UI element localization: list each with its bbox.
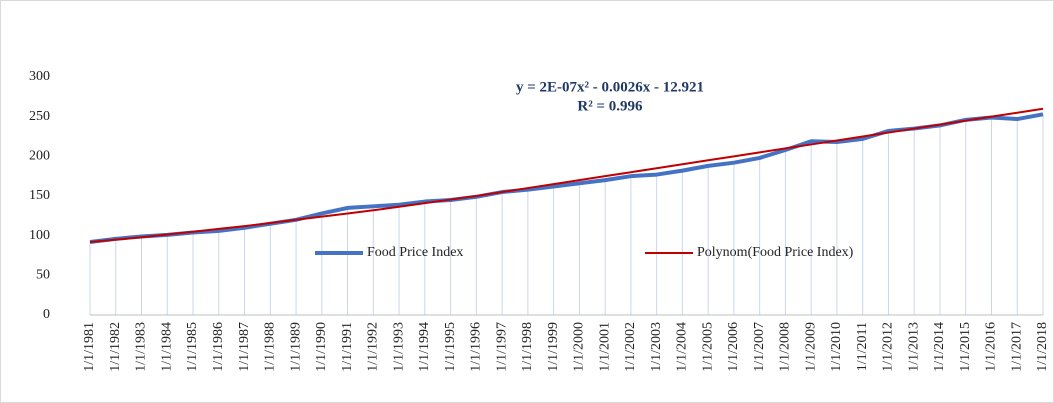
series-line (89, 107, 1044, 244)
x-tick-label: 1/1/2008 (778, 322, 793, 372)
x-tick-label: 1/1/1982 (108, 322, 123, 372)
x-tick-label: 1/1/2009 (803, 322, 818, 372)
x-tick-label: 1/1/1984 (159, 322, 174, 372)
x-tick-label: 1/1/1994 (417, 322, 432, 372)
x-tick-label: 1/1/2003 (649, 322, 664, 372)
x-tick-label: 1/1/1997 (494, 322, 509, 372)
r-squared: R² = 0.996 (577, 98, 643, 114)
x-tick-label: 1/1/1999 (546, 322, 561, 372)
x-tick-label: 1/1/1985 (185, 322, 200, 372)
y-tick-label: 0 (43, 307, 50, 322)
legend-label: Food Price Index (367, 245, 463, 260)
x-tick-label: 1/1/2000 (572, 322, 587, 372)
x-tick-label: 1/1/2005 (700, 322, 715, 372)
x-tick-label: 1/1/1993 (391, 322, 406, 372)
x-tick-label: 1/1/1981 (82, 322, 97, 372)
x-tick-label: 1/1/2013 (906, 322, 921, 372)
y-tick-label: 250 (29, 109, 50, 124)
x-tick-label: 1/1/1996 (469, 322, 484, 372)
x-tick-label: 1/1/2010 (829, 322, 844, 372)
x-tick-label: 1/1/2014 (932, 322, 947, 372)
x-tick-label: 1/1/2018 (1035, 322, 1050, 372)
y-tick-label: 50 (36, 268, 50, 283)
y-tick-label: 100 (29, 228, 50, 243)
x-tick-label: 1/1/1991 (340, 322, 355, 372)
y-tick-label: 150 (29, 188, 50, 203)
x-tick-label: 1/1/1992 (366, 322, 381, 372)
equation: y = 2E-07x² - 0.0026x - 12.921 (516, 79, 704, 95)
x-tick-label: 1/1/1986 (211, 322, 226, 372)
legend-label: Polynom(Food Price Index) (697, 245, 854, 260)
x-tick-label: 1/1/1989 (288, 322, 303, 372)
x-tick-label: 1/1/2007 (752, 322, 767, 372)
x-tick-label: 1/1/2001 (597, 322, 612, 372)
x-tick-label: 1/1/2012 (881, 322, 896, 372)
x-tick-label: 1/1/2016 (984, 322, 999, 372)
x-tick-label: 1/1/2017 (1009, 322, 1024, 372)
y-tick-label: 200 (29, 149, 50, 164)
x-tick-label: 1/1/1990 (314, 322, 329, 372)
x-tick-label: 1/1/2006 (726, 322, 741, 372)
x-tick-label: 1/1/1987 (237, 322, 252, 372)
x-tick-label: 1/1/1983 (134, 322, 149, 372)
y-tick-label: 300 (29, 69, 50, 84)
x-tick-label: 1/1/1998 (520, 322, 535, 372)
x-tick-label: 1/1/2011 (855, 322, 870, 371)
x-tick-label: 1/1/1995 (443, 322, 458, 372)
x-tick-label: 1/1/2015 (958, 322, 973, 372)
x-tick-label: 1/1/2004 (675, 322, 690, 372)
x-tick-label: 1/1/2002 (623, 322, 638, 372)
x-tick-label: 1/1/1988 (263, 322, 278, 372)
